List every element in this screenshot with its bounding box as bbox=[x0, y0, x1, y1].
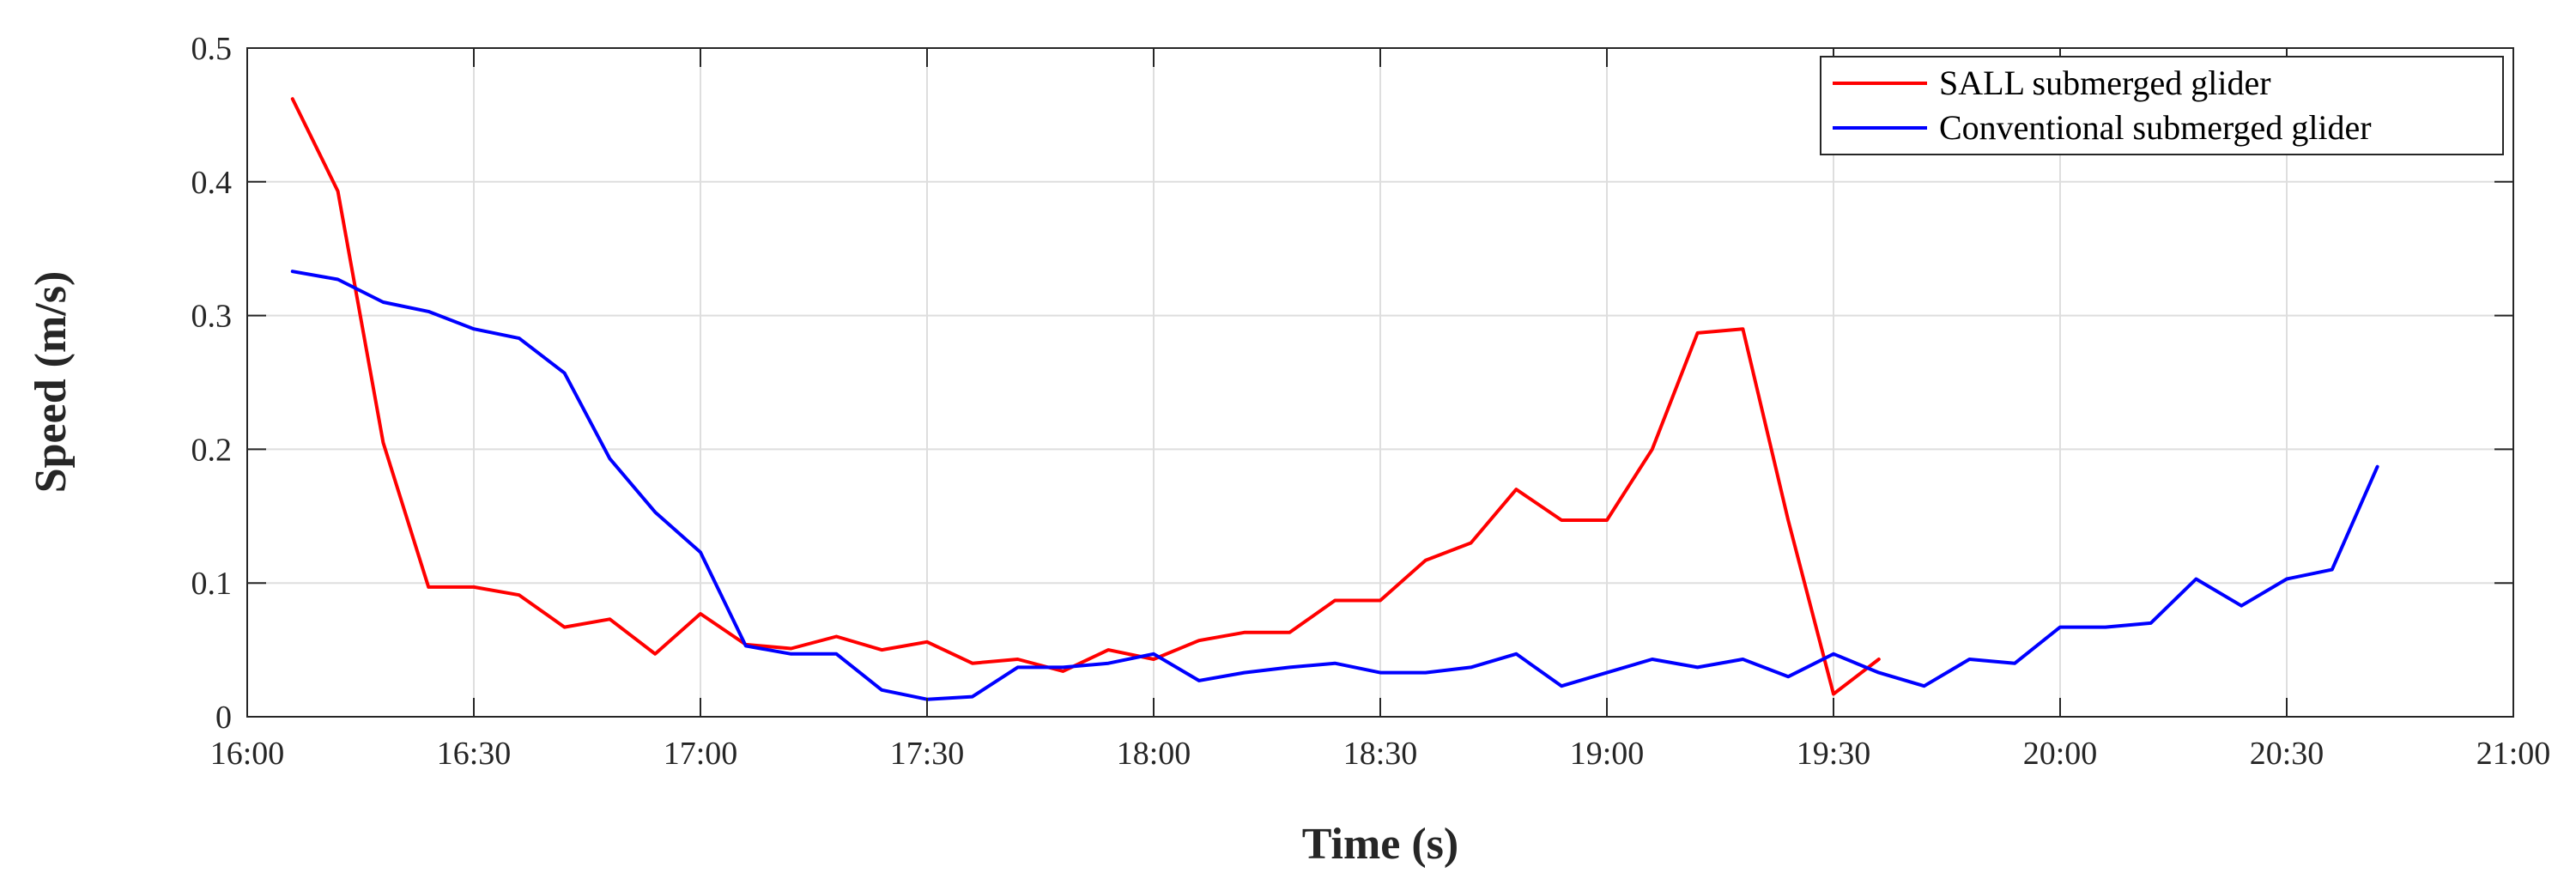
legend: SALL submerged glider Conventional submer… bbox=[1820, 56, 2504, 155]
series-lines bbox=[290, 97, 2379, 701]
series-line-sall bbox=[290, 97, 1881, 696]
x-tick-label: 17:00 bbox=[664, 736, 738, 772]
x-tick-label: 16:30 bbox=[437, 736, 512, 772]
x-tick-label: 18:30 bbox=[1343, 736, 1418, 772]
y-tick-label: 0.3 bbox=[191, 299, 233, 335]
legend-label: Conventional submerged glider bbox=[1939, 108, 2372, 147]
tick-labels: 16:00 16:30 17:00 17:30 18:00 18:30 19:00 19:30… bbox=[191, 31, 2551, 772]
x-tick-label: 19:30 bbox=[1797, 736, 1871, 772]
x-tick-label: 21:00 bbox=[2476, 736, 2551, 772]
x-tick-label: 20:30 bbox=[2250, 736, 2324, 772]
series-line-conventional bbox=[290, 270, 2379, 701]
legend-box bbox=[1820, 56, 2504, 155]
x-axis-label: Time (s) bbox=[1302, 820, 1458, 869]
y-tick-label: 0.4 bbox=[191, 165, 233, 201]
y-tick-label: 0 bbox=[215, 700, 232, 736]
x-tick-label: 18:00 bbox=[1117, 736, 1191, 772]
legend-label: SALL submerged glider bbox=[1939, 64, 2271, 102]
y-tick-label: 0.2 bbox=[191, 432, 233, 468]
y-axis-label: Speed (m/s) bbox=[27, 271, 76, 494]
x-tick-label: 17:30 bbox=[890, 736, 965, 772]
x-tick-label: 16:00 bbox=[210, 736, 285, 772]
axis-ticks bbox=[246, 47, 2514, 718]
y-tick-label: 0.1 bbox=[191, 566, 233, 602]
x-tick-label: 19:00 bbox=[1570, 736, 1645, 772]
y-tick-label: 0.5 bbox=[191, 31, 233, 67]
x-tick-label: 20:00 bbox=[2023, 736, 2098, 772]
